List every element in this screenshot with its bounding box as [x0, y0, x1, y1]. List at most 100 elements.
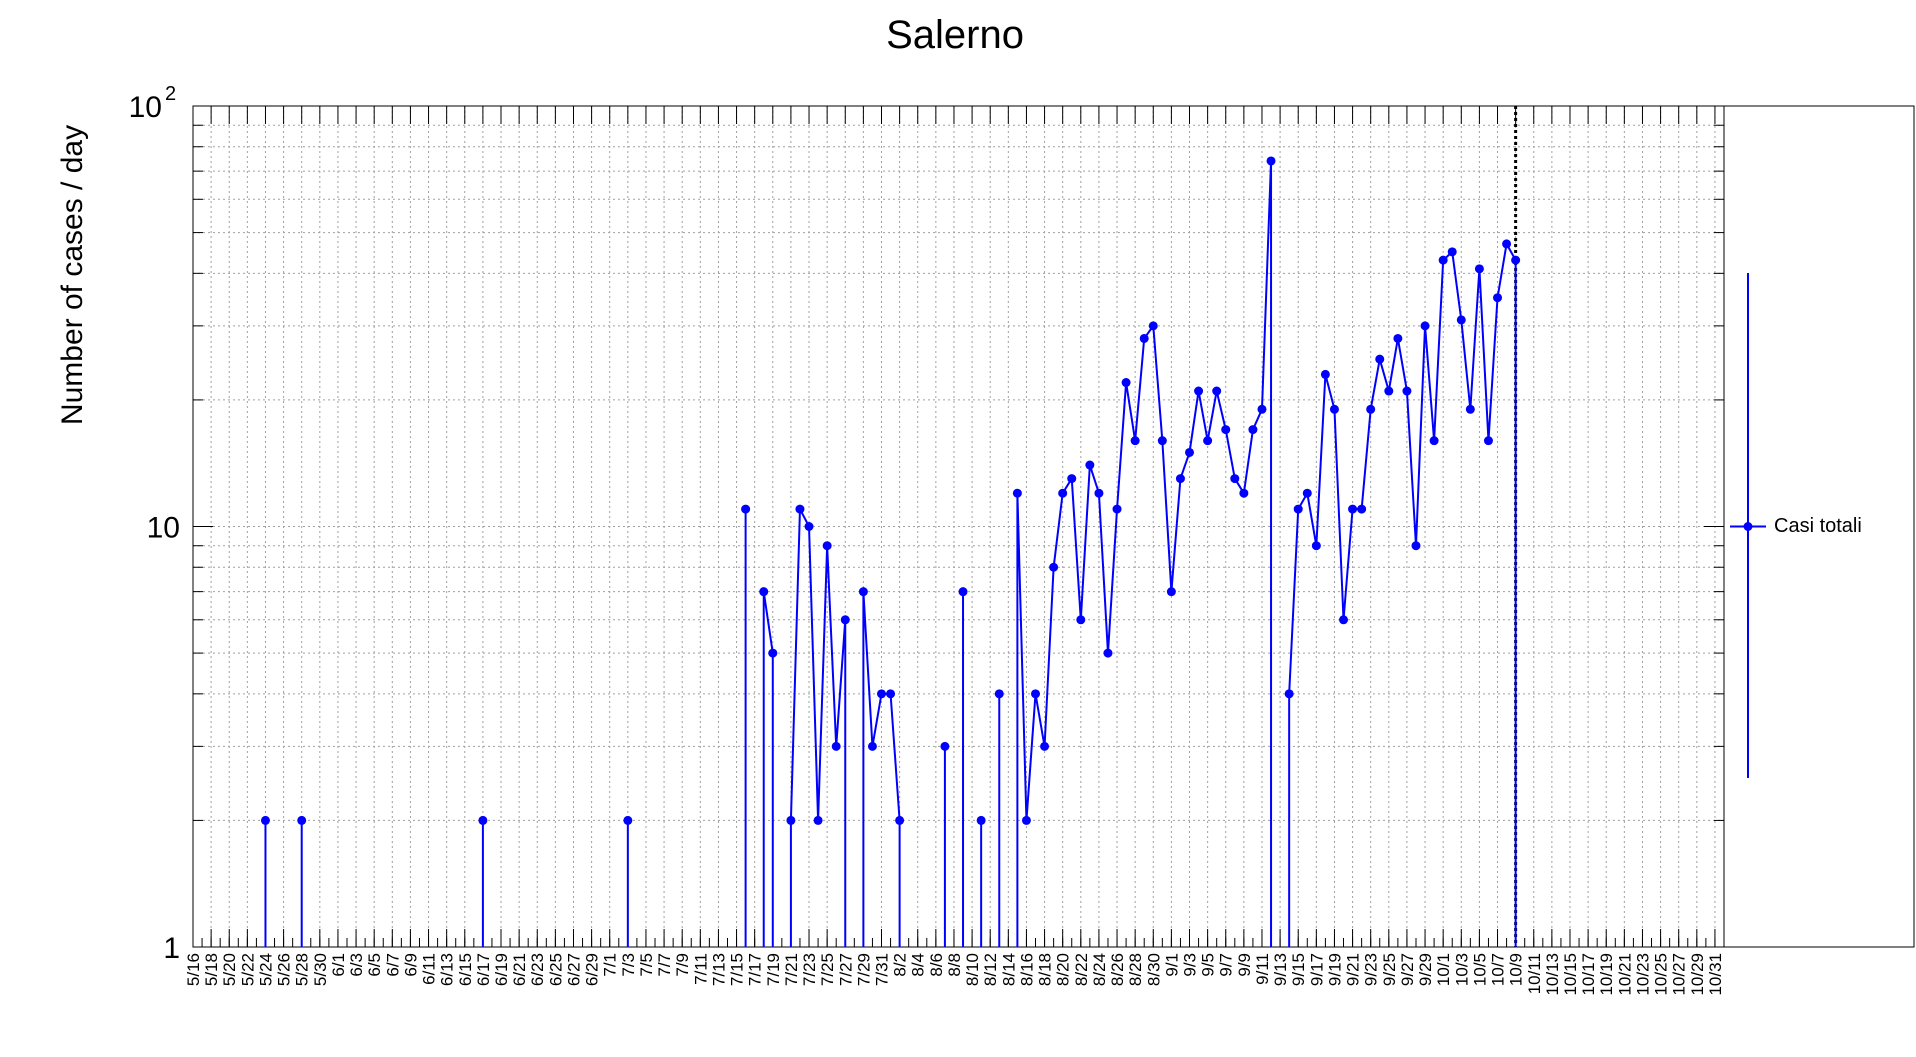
- x-tick-label: 5/26: [275, 953, 294, 986]
- data-point: [1438, 255, 1448, 265]
- x-tick-label: 7/7: [655, 953, 674, 977]
- data-point: [1212, 386, 1222, 396]
- data-point: [1230, 474, 1240, 484]
- x-tick-label: 8/12: [981, 953, 1000, 986]
- data-point: [1366, 404, 1376, 414]
- x-tick-label: 8/8: [945, 953, 964, 977]
- data-point: [1447, 247, 1457, 257]
- data-point: [1076, 615, 1086, 625]
- data-point: [1175, 474, 1185, 484]
- data-point: [1311, 541, 1321, 551]
- data-point: [994, 689, 1004, 699]
- x-tick-label: 10/23: [1633, 953, 1652, 996]
- x-tick-label: 7/1: [601, 953, 620, 977]
- data-point: [1429, 436, 1439, 446]
- x-tick-label: 7/29: [854, 953, 873, 986]
- data-point: [297, 815, 307, 825]
- x-tick-label: 8/18: [1036, 953, 1055, 986]
- data-point: [1357, 504, 1367, 514]
- x-tick-label: 9/23: [1362, 953, 1381, 986]
- x-tick-label: 8/10: [963, 953, 982, 986]
- data-point: [1103, 648, 1113, 658]
- x-tick-label: 10/11: [1525, 953, 1544, 994]
- x-tick-label: 7/27: [836, 953, 855, 986]
- data-point: [1502, 239, 1512, 249]
- data-point: [1375, 354, 1385, 364]
- data-point: [1483, 436, 1493, 446]
- x-tick-label: 8/16: [1017, 953, 1036, 986]
- data-point: [1031, 689, 1041, 699]
- data-point: [260, 815, 270, 825]
- x-tick-label: 7/21: [782, 953, 801, 986]
- data-point: [895, 815, 905, 825]
- data-point: [1239, 488, 1249, 498]
- x-tick-label: 7/9: [673, 953, 692, 977]
- data-point: [1166, 587, 1176, 597]
- data-point: [1393, 333, 1403, 343]
- x-tick-label: 6/7: [383, 953, 402, 977]
- x-tick-label: 7/11: [691, 953, 710, 985]
- x-tick-label: 6/29: [583, 953, 602, 986]
- x-tick-label: 10/3: [1452, 953, 1471, 986]
- data-point: [1293, 504, 1303, 514]
- x-tick-label: 10/1: [1434, 953, 1453, 986]
- x-tick-label: 9/27: [1398, 953, 1417, 986]
- legend-label: Casi totali: [1774, 515, 1862, 537]
- data-point: [1148, 321, 1158, 331]
- x-tick-label: 9/5: [1199, 953, 1218, 977]
- x-tick-label: 10/27: [1670, 953, 1689, 996]
- data-point: [940, 741, 950, 751]
- data-point: [1012, 488, 1022, 498]
- data-point: [1094, 488, 1104, 498]
- x-tick-label: 6/9: [401, 953, 420, 977]
- x-tick-label: 7/17: [746, 953, 765, 986]
- x-tick-label: 8/22: [1072, 953, 1091, 986]
- x-tick-label: 10/7: [1489, 953, 1508, 986]
- x-tick-label: 9/15: [1289, 953, 1308, 986]
- data-point: [1493, 293, 1503, 303]
- x-tick-label: 6/1: [329, 953, 348, 977]
- x-tick-label: 8/24: [1090, 953, 1109, 986]
- data-point: [831, 741, 841, 751]
- y-tick-label: 1: [163, 932, 180, 965]
- x-tick-label: 6/21: [510, 953, 529, 986]
- x-tick-label: 10/25: [1652, 953, 1671, 996]
- data-point: [822, 541, 832, 551]
- x-tick-label: 9/1: [1162, 953, 1181, 977]
- data-point: [1511, 255, 1521, 265]
- x-tick-label: 6/11: [420, 953, 439, 985]
- x-tick-label: 5/20: [220, 953, 239, 986]
- x-tick-label: 10/17: [1579, 953, 1598, 996]
- y-tick-label-exponent: 2: [165, 83, 176, 105]
- data-point: [840, 615, 850, 625]
- data-point: [1049, 562, 1059, 572]
- x-tick-label: 8/26: [1108, 953, 1127, 986]
- x-tick-label: 8/14: [999, 953, 1018, 986]
- x-tick-label: 5/16: [184, 953, 203, 986]
- y-tick-label: 10: [129, 91, 162, 124]
- x-tick-label: 8/4: [909, 953, 928, 977]
- x-tick-label: 7/3: [619, 953, 638, 977]
- x-tick-label: 6/17: [474, 953, 493, 986]
- data-point: [795, 504, 805, 514]
- data-point: [1320, 369, 1330, 379]
- legend-marker: [1743, 522, 1753, 531]
- data-point: [1130, 436, 1140, 446]
- data-point: [1384, 386, 1394, 396]
- x-tick-label: 10/9: [1507, 953, 1526, 986]
- data-point: [804, 522, 814, 531]
- x-tick-label: 8/20: [1054, 953, 1073, 986]
- x-tick-label: 7/25: [818, 953, 837, 986]
- data-point: [876, 689, 886, 699]
- x-tick-label: 10/19: [1597, 953, 1616, 996]
- data-point: [1465, 404, 1475, 414]
- x-tick-label: 6/15: [456, 953, 475, 986]
- x-tick-label: 9/7: [1217, 953, 1236, 977]
- series-layer: [260, 156, 1521, 947]
- x-tick-label: 7/13: [709, 953, 728, 986]
- x-tick-label: 6/19: [492, 953, 511, 986]
- grid-layer: [192, 106, 1724, 947]
- data-point: [786, 815, 796, 825]
